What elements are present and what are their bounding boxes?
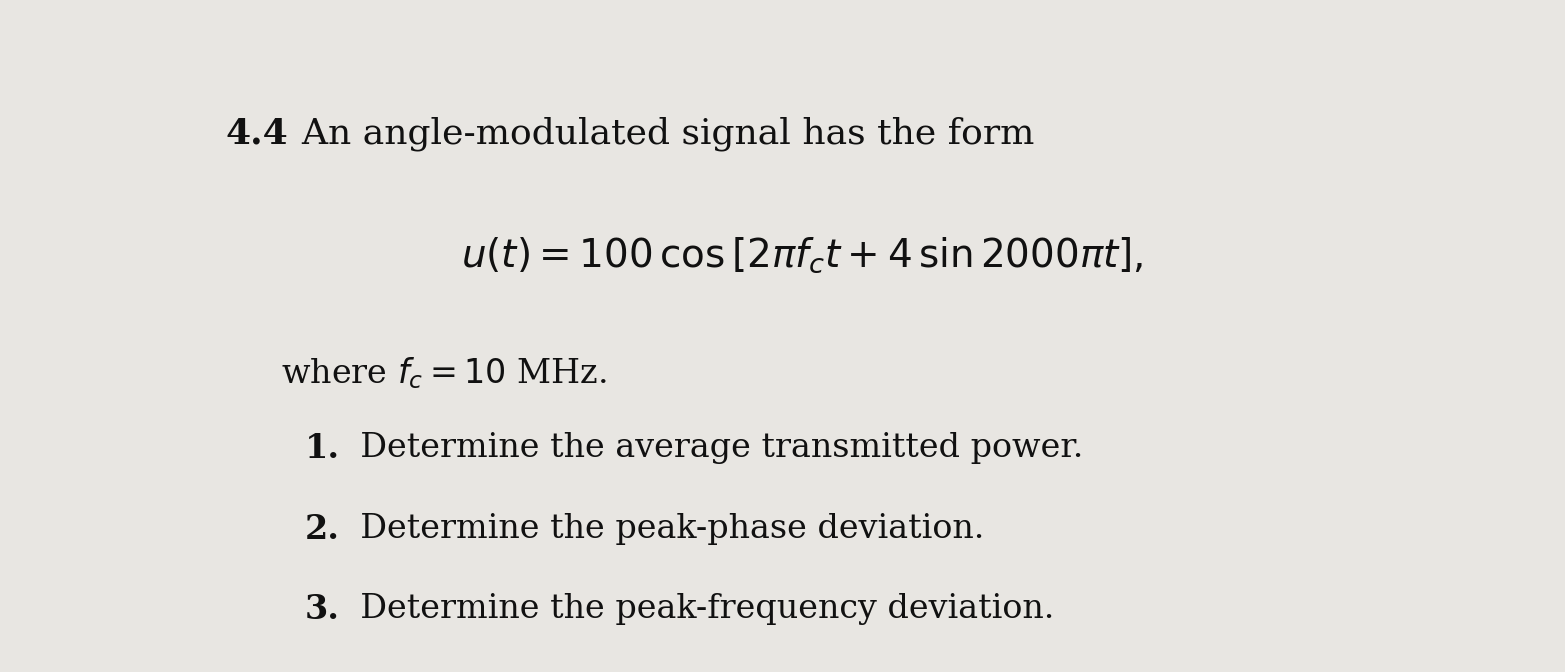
Text: where $f_c = 10$ MHz.: where $f_c = 10$ MHz.	[280, 355, 607, 390]
Text: 3.: 3.	[305, 593, 340, 626]
Text: 2.: 2.	[305, 513, 340, 546]
Text: 4.4: 4.4	[225, 117, 288, 151]
Text: Determine the average transmitted power.: Determine the average transmitted power.	[338, 433, 1083, 464]
Text: Determine the peak-phase deviation.: Determine the peak-phase deviation.	[338, 513, 984, 545]
Text: Determine the peak-frequency deviation.: Determine the peak-frequency deviation.	[338, 593, 1055, 625]
Text: 1.: 1.	[305, 433, 340, 466]
Text: $u(t) = 100\,\mathrm{cos}\,[2\pi f_c t + 4\,\mathrm{sin}\,2000\pi t],$: $u(t) = 100\,\mathrm{cos}\,[2\pi f_c t +…	[460, 236, 1144, 276]
Text: An angle-modulated signal has the form: An angle-modulated signal has the form	[279, 117, 1034, 151]
